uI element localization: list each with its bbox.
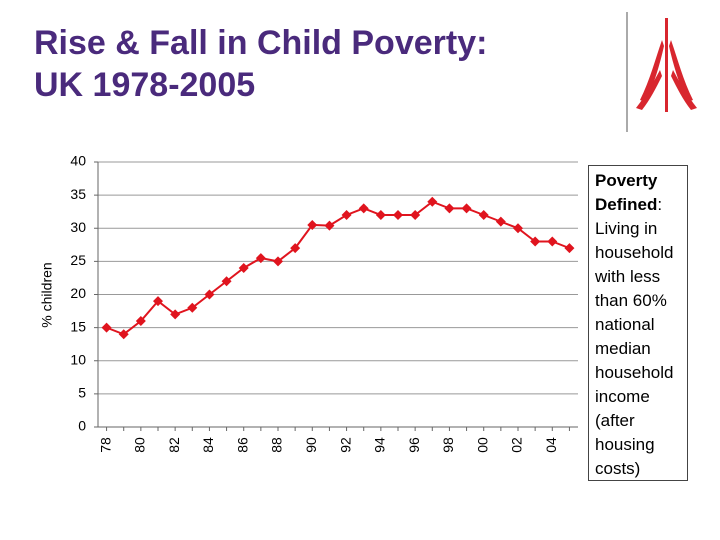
y-tick-label: 40 — [70, 153, 86, 169]
marker — [461, 203, 472, 214]
marker — [290, 243, 301, 254]
x-tick-label: 84 — [200, 437, 216, 453]
marker — [187, 302, 198, 313]
y-tick-label: 0 — [78, 418, 86, 434]
y-axis-label: % children — [39, 262, 55, 327]
line — [106, 200, 570, 336]
marker — [444, 203, 455, 214]
x-tick-label: 94 — [372, 437, 388, 453]
marker — [478, 210, 489, 220]
title-line: Rise & Fall in Child Poverty: — [34, 24, 488, 62]
marker — [341, 210, 352, 220]
x-tick-label: 90 — [303, 437, 319, 453]
marker — [135, 316, 146, 326]
x-tick-label: 78 — [97, 437, 113, 453]
marker — [153, 296, 163, 307]
definition-heading: Poverty Defined — [595, 171, 658, 214]
marker — [427, 196, 438, 207]
title-line: UK 1978-2005 — [34, 66, 256, 104]
marker — [238, 263, 249, 273]
x-tick-label: 02 — [509, 437, 525, 453]
marker — [118, 329, 129, 340]
marker — [358, 203, 369, 214]
y-tick-label: 5 — [78, 385, 86, 401]
marker — [513, 223, 523, 234]
marker — [530, 236, 541, 247]
marker — [221, 276, 232, 287]
y-tick-label: 15 — [70, 318, 86, 334]
x-tick-label: 04 — [543, 437, 559, 453]
x-tick-label: 00 — [474, 437, 490, 453]
definition-box: Poverty Defined: Living in household wit… — [588, 165, 688, 481]
x-tick-label: 86 — [234, 437, 250, 453]
marker — [324, 220, 335, 231]
marker — [547, 236, 558, 247]
marker — [170, 309, 181, 320]
x-tick-label: 80 — [132, 437, 148, 453]
logo — [636, 18, 697, 112]
marker — [273, 256, 283, 267]
y-tick-label: 10 — [70, 351, 86, 367]
y-tick-label: 25 — [70, 252, 86, 268]
definition-text: : Living in household with less than 60%… — [595, 195, 674, 478]
y-tick-label: 20 — [70, 285, 86, 301]
x-tick-label: 88 — [269, 437, 285, 453]
marker — [410, 210, 421, 220]
marker — [564, 243, 575, 254]
marker — [255, 253, 266, 264]
slide-title: Rise & Fall in Child Poverty: UK 1978-200… — [34, 22, 487, 106]
x-tick-label: 96 — [406, 437, 422, 453]
x-tick-label: 98 — [440, 437, 456, 453]
y-tick-label: 35 — [70, 186, 86, 202]
marker — [375, 210, 386, 220]
marker — [393, 210, 403, 220]
marker — [495, 216, 506, 227]
y-tick-label: 30 — [70, 219, 86, 235]
marker — [101, 322, 112, 333]
x-tick-label: 92 — [337, 437, 353, 453]
marker — [307, 219, 318, 230]
marker — [204, 289, 215, 300]
x-tick-label: 82 — [166, 437, 182, 453]
